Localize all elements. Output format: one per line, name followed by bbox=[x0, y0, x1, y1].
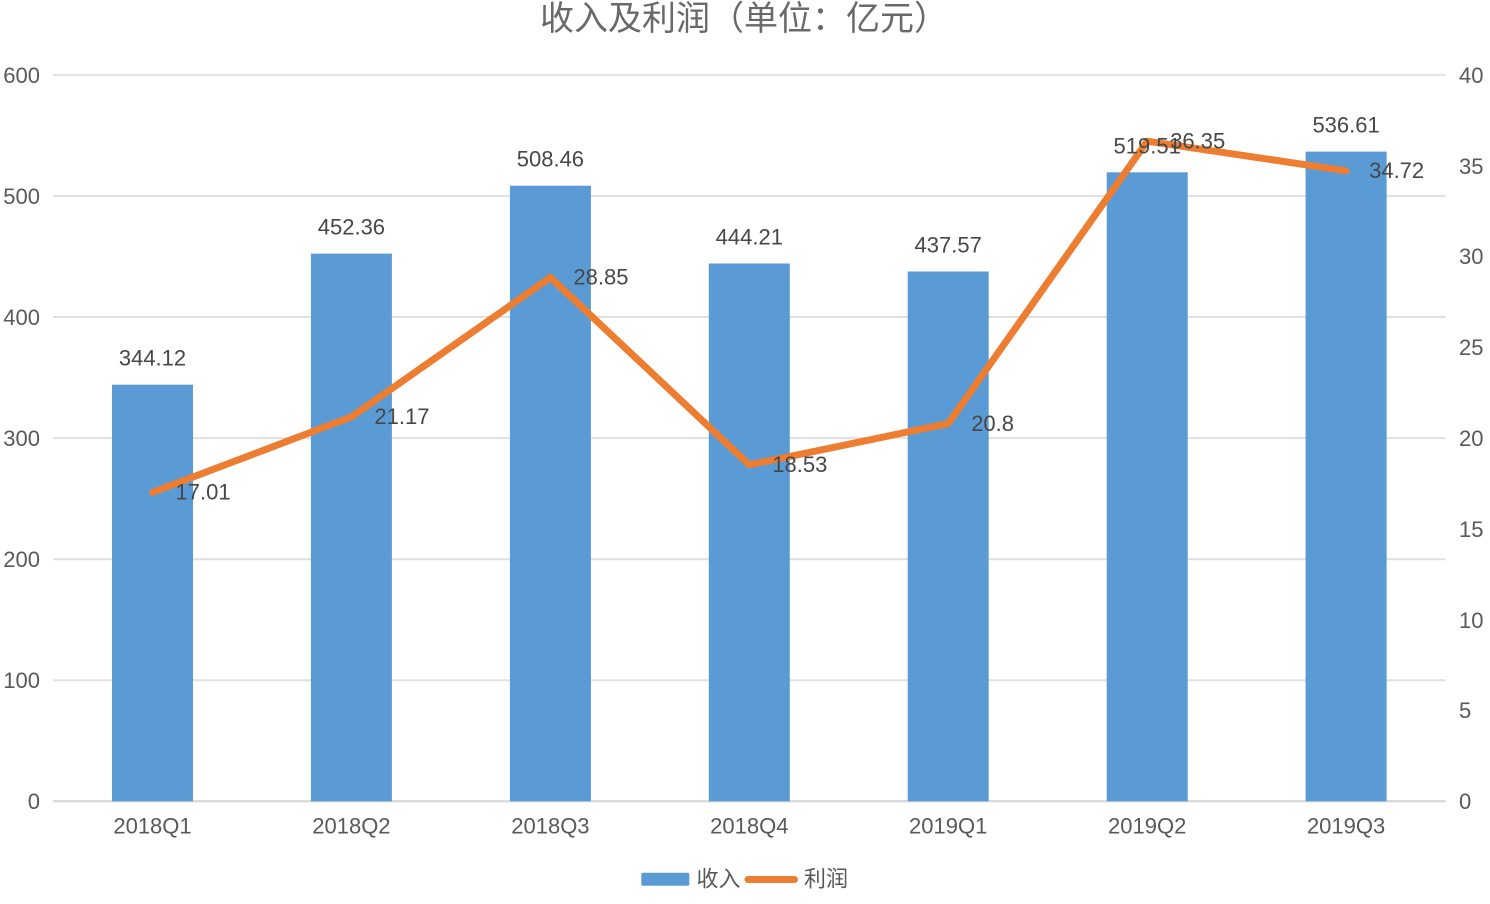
svg-text:28.85: 28.85 bbox=[573, 265, 628, 290]
svg-text:536.61: 536.61 bbox=[1312, 113, 1379, 138]
svg-text:25: 25 bbox=[1459, 335, 1483, 360]
svg-text:18.53: 18.53 bbox=[772, 452, 827, 477]
svg-text:利润: 利润 bbox=[804, 867, 848, 892]
svg-text:0: 0 bbox=[28, 789, 40, 814]
svg-text:0: 0 bbox=[1459, 789, 1471, 814]
svg-text:444.21: 444.21 bbox=[716, 225, 783, 250]
svg-text:600: 600 bbox=[3, 63, 40, 88]
svg-text:452.36: 452.36 bbox=[318, 215, 385, 240]
svg-text:200: 200 bbox=[3, 547, 40, 572]
svg-text:519.51: 519.51 bbox=[1114, 133, 1181, 158]
svg-text:2018Q2: 2018Q2 bbox=[312, 814, 390, 839]
svg-text:2019Q1: 2019Q1 bbox=[909, 814, 987, 839]
svg-text:20.8: 20.8 bbox=[971, 411, 1014, 436]
svg-text:15: 15 bbox=[1459, 517, 1483, 542]
svg-text:30: 30 bbox=[1459, 244, 1483, 269]
svg-text:34.72: 34.72 bbox=[1369, 158, 1424, 183]
svg-text:36.35: 36.35 bbox=[1170, 128, 1225, 153]
svg-text:2019Q3: 2019Q3 bbox=[1307, 814, 1385, 839]
svg-text:17.01: 17.01 bbox=[176, 480, 231, 505]
svg-text:400: 400 bbox=[3, 305, 40, 330]
svg-text:500: 500 bbox=[3, 184, 40, 209]
svg-text:300: 300 bbox=[3, 426, 40, 451]
svg-text:2019Q2: 2019Q2 bbox=[1108, 814, 1186, 839]
svg-text:5: 5 bbox=[1459, 698, 1471, 723]
svg-text:40: 40 bbox=[1459, 63, 1483, 88]
svg-text:344.12: 344.12 bbox=[119, 346, 186, 371]
svg-text:100: 100 bbox=[3, 668, 40, 693]
svg-text:21.17: 21.17 bbox=[374, 404, 429, 429]
svg-text:2018Q4: 2018Q4 bbox=[710, 814, 788, 839]
svg-text:437.57: 437.57 bbox=[915, 233, 982, 258]
svg-text:20: 20 bbox=[1459, 426, 1483, 451]
svg-text:508.46: 508.46 bbox=[517, 147, 584, 172]
svg-text:收入及利润（单位：亿元）: 收入及利润（单位：亿元） bbox=[540, 0, 948, 38]
svg-text:35: 35 bbox=[1459, 154, 1483, 179]
svg-text:10: 10 bbox=[1459, 608, 1483, 633]
svg-text:2018Q1: 2018Q1 bbox=[113, 814, 191, 839]
svg-text:收入: 收入 bbox=[697, 867, 741, 892]
svg-text:2018Q3: 2018Q3 bbox=[511, 814, 589, 839]
